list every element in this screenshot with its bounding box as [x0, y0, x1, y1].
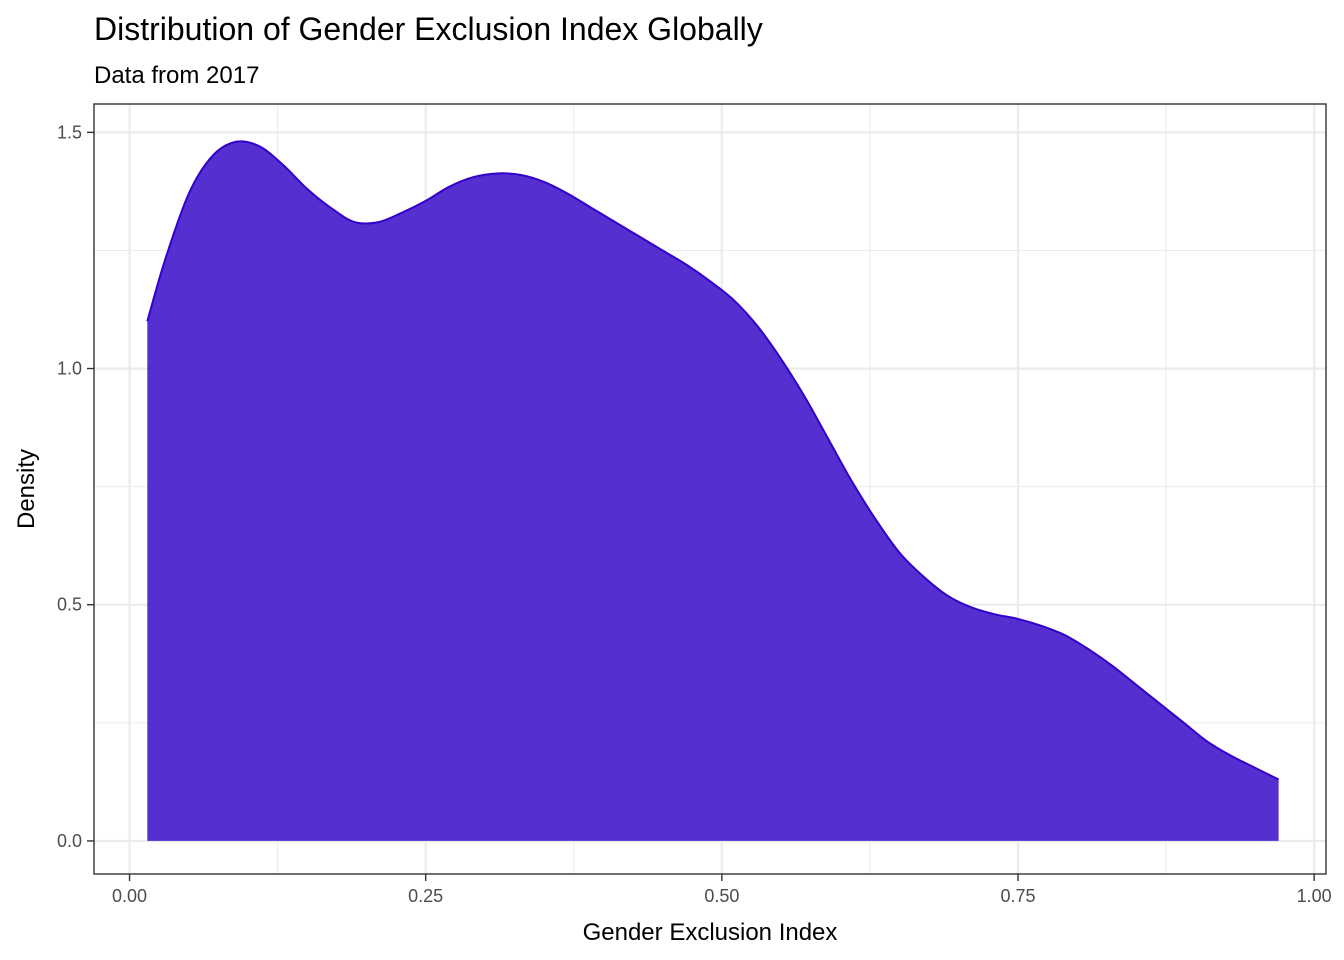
chart-title: Distribution of Gender Exclusion Index G… — [94, 11, 763, 47]
y-axis-title: Density — [13, 449, 40, 529]
x-tick-label: 0.25 — [408, 886, 443, 906]
y-tick-label: 1.0 — [57, 359, 82, 379]
x-axis-title: Gender Exclusion Index — [583, 919, 838, 946]
x-axis: 0.00 0.25 0.50 0.75 1.00 — [112, 874, 1332, 906]
x-tick-label: 1.00 — [1297, 886, 1332, 906]
x-tick-label: 0.50 — [704, 886, 739, 906]
x-tick-label: 0.75 — [1000, 886, 1035, 906]
y-tick-label: 1.5 — [57, 122, 82, 142]
chart-subtitle: Data from 2017 — [94, 62, 259, 89]
x-tick-label: 0.00 — [112, 886, 147, 906]
plot-border — [93, 103, 1327, 875]
y-tick-label: 0.0 — [57, 831, 82, 851]
density-area — [147, 141, 1279, 841]
y-tick-label: 0.5 — [57, 595, 82, 615]
y-axis: 0.0 0.5 1.0 1.5 — [57, 122, 94, 851]
density-line — [146, 140, 1280, 781]
